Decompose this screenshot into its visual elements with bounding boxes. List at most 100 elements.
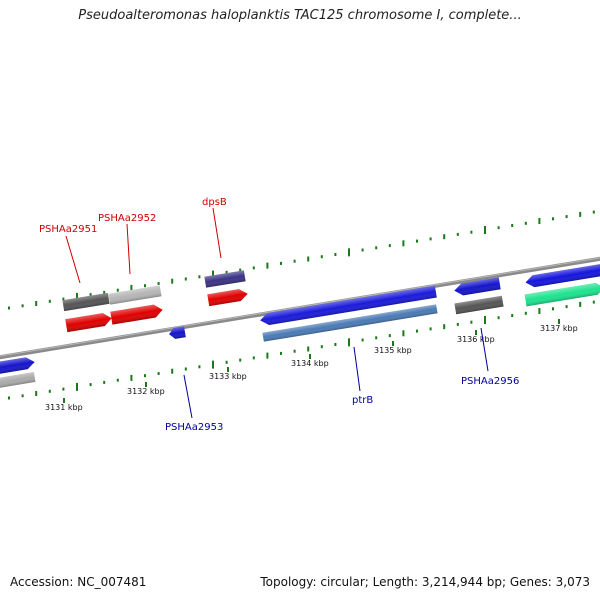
- gc-tick: [307, 256, 310, 262]
- gc-tick: [21, 304, 24, 308]
- scale-track: 3131 kbp 3132 kbp 3133 kbp 3134 kbp 3135…: [45, 319, 578, 412]
- gc-tick: [565, 305, 568, 309]
- gc-tick: [348, 338, 350, 347]
- gene-label-ptrb[interactable]: ptrB: [352, 395, 373, 406]
- accession-label: Accession: NC_007481: [10, 575, 147, 589]
- scale-tick: [145, 382, 147, 387]
- gc-tick: [171, 278, 174, 284]
- feature-red-2[interactable]: [110, 303, 163, 325]
- tick-label: 3134 kbp: [291, 359, 329, 368]
- gc-tick: [470, 320, 473, 324]
- gc-tick: [198, 275, 201, 279]
- gc-tick: [456, 322, 459, 326]
- gc-tick: [429, 327, 432, 331]
- gene-label-pshaa2952[interactable]: PSHAa2952: [98, 213, 156, 224]
- gc-tick: [144, 284, 146, 288]
- gc-tick: [552, 307, 554, 311]
- gc-tick: [307, 346, 310, 352]
- gc-tick: [184, 367, 187, 371]
- page-title: Pseudoalteromonas haloplanktis TAC125 ch…: [78, 8, 522, 23]
- tick-label: 3133 kbp: [209, 372, 247, 381]
- gc-tick: [320, 345, 323, 349]
- feature-ptrB-light[interactable]: [262, 304, 438, 342]
- feature-green-right[interactable]: [524, 282, 600, 307]
- gc-tick: [470, 230, 473, 234]
- gc-tick: [8, 306, 10, 310]
- gc-tick: [103, 290, 106, 294]
- leader-line: [65, 235, 81, 284]
- gc-tick: [252, 356, 255, 360]
- gc-tick: [225, 270, 228, 274]
- gc-tick: [320, 255, 323, 259]
- gc-tick: [62, 387, 65, 391]
- scale-tick: [227, 367, 229, 372]
- gc-tick: [375, 246, 378, 250]
- gc-tick: [239, 358, 242, 362]
- gc-tick: [212, 360, 214, 369]
- gc-tick: [280, 261, 282, 265]
- gc-tick: [484, 226, 486, 234]
- gc-tick: [293, 259, 296, 263]
- leader-line: [126, 223, 131, 275]
- gc-tick: [416, 329, 418, 333]
- gc-tick: [538, 308, 541, 314]
- gene-label-pshaa2956[interactable]: PSHAa2956: [461, 376, 519, 387]
- leader-line: [183, 374, 193, 419]
- feature-top-blue-small[interactable]: [453, 277, 501, 296]
- feature-top-purple[interactable]: [204, 270, 246, 288]
- feature-ptrB-main[interactable]: [259, 285, 437, 327]
- gc-tick: [416, 239, 418, 243]
- gc-tick: [388, 334, 391, 338]
- feature-top-gray-3[interactable]: [454, 295, 504, 315]
- gc-tick: [484, 316, 486, 324]
- gc-tick: [361, 338, 364, 342]
- gc-tick: [157, 282, 160, 285]
- gc-tick: [348, 248, 350, 257]
- leader-line: [353, 346, 361, 392]
- gc-tick: [198, 365, 201, 369]
- gc-tick: [511, 224, 514, 227]
- gc-tick: [497, 226, 500, 230]
- feature-red-3[interactable]: [207, 288, 248, 307]
- gc-tick: [334, 343, 337, 346]
- gc-tick: [21, 394, 24, 398]
- scale-tick: [63, 398, 65, 403]
- scale-tick: [392, 341, 394, 346]
- feature-top-blue-right[interactable]: [525, 263, 600, 289]
- gc-tick: [48, 299, 51, 303]
- gene-label-pshaa2953[interactable]: PSHAa2953: [165, 422, 223, 433]
- genome-stats: Topology: circular; Length: 3,214,944 bp…: [260, 575, 590, 589]
- feature-left-blue[interactable]: [0, 356, 36, 376]
- feature-top-gray-1[interactable]: [62, 292, 110, 312]
- gc-tick: [184, 277, 187, 281]
- gc-tick: [579, 211, 582, 217]
- gc-tick: [443, 234, 446, 240]
- gene-labels: PSHAa2951 PSHAa2952 dpsB PSHAa2953 ptrB …: [39, 197, 519, 433]
- gc-tick: [524, 311, 527, 315]
- gc-tick: [35, 391, 38, 396]
- gene-label-pshaa2951[interactable]: PSHAa2951: [39, 224, 97, 235]
- gc-tick: [266, 352, 269, 359]
- tick-label: 3132 kbp: [127, 387, 165, 396]
- feature-top-gray-2[interactable]: [108, 285, 162, 305]
- gc-tick: [429, 237, 432, 241]
- feature-red-1[interactable]: [65, 312, 112, 333]
- scale-tick: [475, 330, 477, 335]
- feature-mid-blue-small[interactable]: [168, 326, 186, 339]
- gc-tick: [239, 268, 242, 272]
- gene-label-dpsb[interactable]: dpsB: [202, 197, 227, 208]
- feature-left-gray[interactable]: [0, 372, 36, 390]
- gc-tick: [144, 374, 146, 378]
- gc-tick: [375, 336, 378, 340]
- gc-tick: [89, 293, 92, 297]
- gc-tick: [552, 217, 554, 221]
- leader-line: [480, 327, 489, 372]
- gc-tick: [361, 248, 364, 252]
- gc-tick: [402, 330, 405, 337]
- gc-tick: [76, 292, 78, 301]
- gc-tick: [511, 314, 514, 317]
- gc-tick: [334, 253, 337, 256]
- gc-tick: [592, 300, 595, 304]
- gc-tick: [48, 389, 51, 393]
